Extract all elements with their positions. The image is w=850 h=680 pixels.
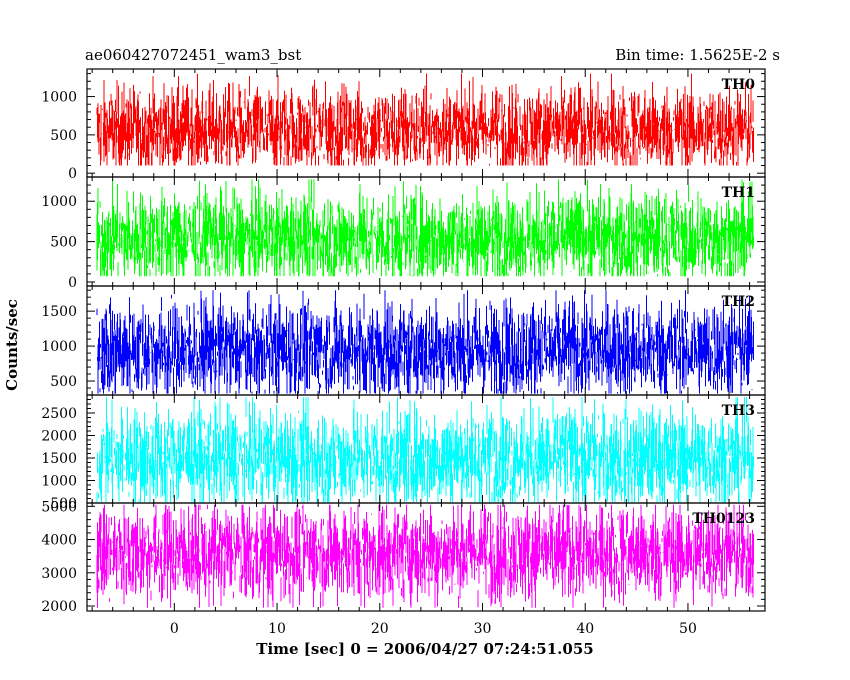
x-tick-label: 30 xyxy=(474,621,492,637)
x-tick-label: 10 xyxy=(268,621,286,637)
y-tick-label: 2500 xyxy=(41,406,77,422)
y-tick-label: 1000 xyxy=(41,90,77,106)
panel-th0: 0 500 1000 TH0 xyxy=(41,68,766,182)
panel-label-th3: TH3 xyxy=(722,403,755,419)
series-th0 xyxy=(96,73,754,166)
y-tick-label: 500 xyxy=(50,374,77,390)
series-th1 xyxy=(96,179,754,277)
panel-th2: 500 1000 1500 TH2 xyxy=(41,285,766,396)
chart-title: ae060427072451_wam3_bst xyxy=(85,46,301,64)
series-th2 xyxy=(96,290,754,394)
panel-th1: 0 500 1000 TH1 xyxy=(41,176,766,291)
panels: 05001000TH005001000TH150010001500TH25001… xyxy=(41,68,766,637)
y-tick-label: 3000 xyxy=(41,566,77,582)
x-axis-label: Time [sec] 0 = 2006/04/27 07:24:51.055 xyxy=(256,640,593,658)
panel-label-th0: TH0 xyxy=(722,77,756,93)
y-tick-label: 2000 xyxy=(41,429,77,445)
panel-th0123: 2000 3000 4000 5000 TH0123 xyxy=(41,499,766,615)
y-tick-label: 1500 xyxy=(41,304,77,320)
panel-label-th0123: TH0123 xyxy=(692,511,755,527)
y-tick-label: 1000 xyxy=(41,194,77,210)
x-tick-label: 50 xyxy=(679,621,697,637)
panel-th3: 500 1000 1500 2000 2500 TH3 xyxy=(41,394,766,512)
x-tick-label: 0 xyxy=(170,621,179,637)
series-th3 xyxy=(96,397,754,503)
panel-label-th2: TH2 xyxy=(722,294,755,310)
y-axis-label: Counts/sec xyxy=(3,299,21,391)
y-tick-label: 2000 xyxy=(41,599,77,615)
y-tick-label: 4000 xyxy=(41,533,77,549)
y-tick-label: 1000 xyxy=(41,474,77,490)
y-tick-label: 1500 xyxy=(41,451,77,467)
y-tick-label: 500 xyxy=(50,496,77,512)
y-tick-label: 1000 xyxy=(41,339,77,355)
y-tick-label: 500 xyxy=(50,235,77,251)
x-tick-label: 20 xyxy=(371,621,389,637)
y-tick-label: 0 xyxy=(68,166,77,182)
x-tick-label: 40 xyxy=(576,621,594,637)
panel-label-th1: TH1 xyxy=(722,185,755,201)
bin-time-label: Bin time: 1.5625E-2 s xyxy=(615,46,780,64)
panel-frame xyxy=(86,502,766,612)
y-tick-label: 500 xyxy=(50,128,77,144)
y-tick-label: 5000 xyxy=(41,499,77,515)
y-tick-label: 0 xyxy=(68,275,77,291)
series-th0123 xyxy=(96,504,754,608)
